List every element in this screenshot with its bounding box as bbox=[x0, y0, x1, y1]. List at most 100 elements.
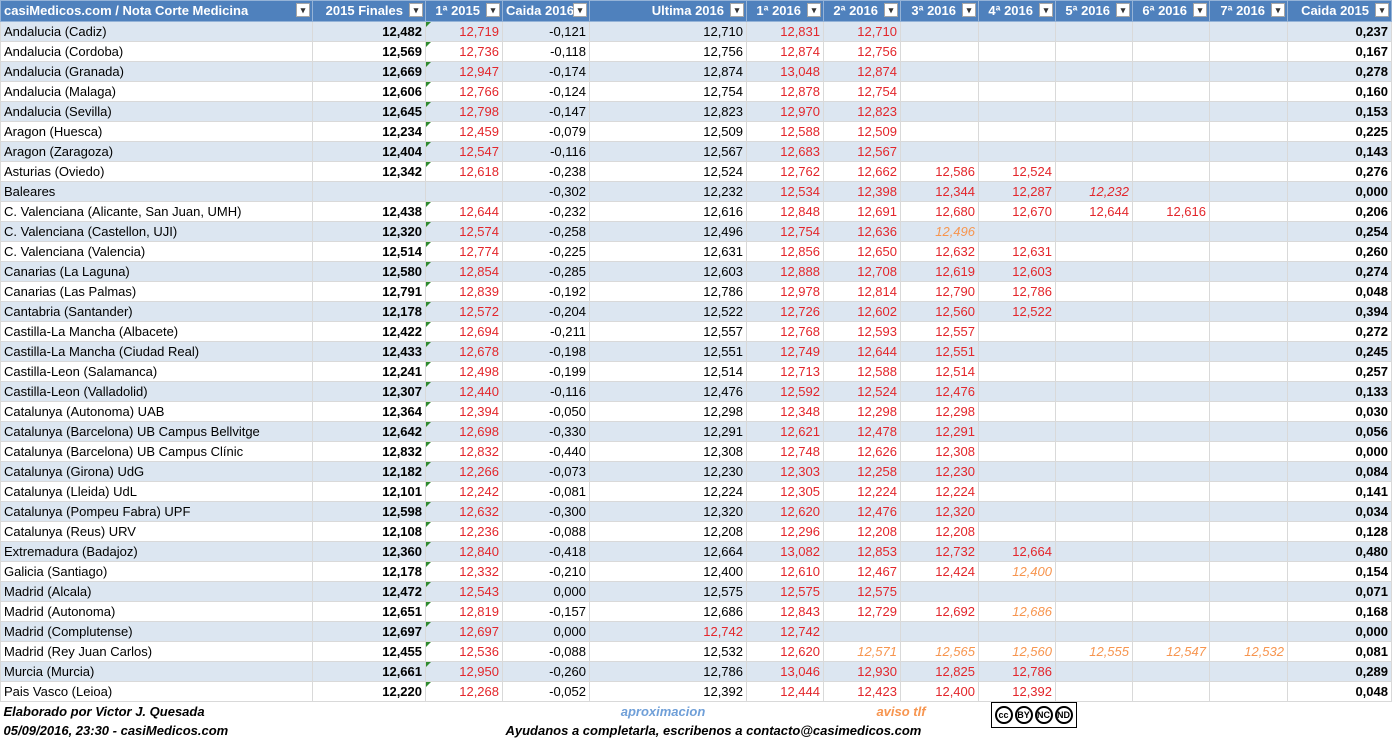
table-cell[interactable] bbox=[900, 81, 979, 102]
table-cell[interactable] bbox=[1209, 441, 1288, 462]
table-cell[interactable]: 0,056 bbox=[1287, 421, 1392, 442]
filter-dropdown-icon[interactable]: ▾ bbox=[1116, 3, 1130, 17]
table-cell[interactable]: 12,644 bbox=[1055, 201, 1133, 222]
table-cell[interactable]: 12,754 bbox=[589, 81, 747, 102]
table-cell[interactable] bbox=[1055, 301, 1133, 322]
table-cell[interactable] bbox=[1132, 601, 1210, 622]
table-cell[interactable] bbox=[1209, 541, 1288, 562]
table-cell[interactable] bbox=[1132, 441, 1210, 462]
filter-dropdown-icon[interactable]: ▾ bbox=[573, 3, 587, 17]
table-cell[interactable]: 12,732 bbox=[900, 541, 979, 562]
table-cell[interactable]: 12,496 bbox=[589, 221, 747, 242]
table-cell[interactable]: 12,786 bbox=[978, 661, 1056, 682]
table-cell[interactable]: 12,930 bbox=[823, 661, 901, 682]
table-cell[interactable]: 12,574 bbox=[425, 221, 503, 242]
table-cell[interactable]: 12,224 bbox=[589, 481, 747, 502]
table-cell[interactable]: 0,245 bbox=[1287, 341, 1392, 362]
table-cell[interactable]: 12,650 bbox=[823, 241, 901, 262]
row-label-cell[interactable]: Castilla-Leon (Salamanca) bbox=[0, 361, 313, 382]
table-cell[interactable] bbox=[1209, 321, 1288, 342]
table-cell[interactable]: -0,081 bbox=[502, 481, 590, 502]
column-header[interactable]: 2ª 2016 ▾ bbox=[823, 0, 901, 22]
table-cell[interactable]: 12,856 bbox=[746, 241, 824, 262]
table-cell[interactable] bbox=[978, 61, 1056, 82]
table-cell[interactable]: -0,300 bbox=[502, 501, 590, 522]
table-cell[interactable] bbox=[900, 21, 979, 42]
table-cell[interactable]: 12,631 bbox=[978, 241, 1056, 262]
table-cell[interactable] bbox=[1055, 161, 1133, 182]
table-cell[interactable] bbox=[1209, 301, 1288, 322]
table-cell[interactable] bbox=[978, 321, 1056, 342]
table-cell[interactable]: 12,606 bbox=[312, 81, 426, 102]
table-cell[interactable] bbox=[1055, 481, 1133, 502]
table-cell[interactable]: 0,000 bbox=[1287, 441, 1392, 462]
table-cell[interactable]: 12,592 bbox=[746, 381, 824, 402]
table-cell[interactable] bbox=[1209, 581, 1288, 602]
table-cell[interactable]: -0,116 bbox=[502, 141, 590, 162]
table-cell[interactable]: -0,157 bbox=[502, 601, 590, 622]
table-cell[interactable]: 12,536 bbox=[425, 641, 503, 662]
table-cell[interactable] bbox=[1209, 41, 1288, 62]
table-cell[interactable] bbox=[1132, 381, 1210, 402]
table-cell[interactable]: 12,287 bbox=[978, 181, 1056, 202]
table-cell[interactable]: 12,686 bbox=[589, 601, 747, 622]
table-cell[interactable] bbox=[1132, 241, 1210, 262]
table-cell[interactable]: 12,754 bbox=[823, 81, 901, 102]
table-cell[interactable] bbox=[900, 141, 979, 162]
table-cell[interactable]: 12,749 bbox=[746, 341, 824, 362]
table-cell[interactable] bbox=[1209, 481, 1288, 502]
table-cell[interactable]: 12,819 bbox=[425, 601, 503, 622]
table-cell[interactable]: 0,206 bbox=[1287, 201, 1392, 222]
row-label-cell[interactable]: C. Valenciana (Castellon, UJI) bbox=[0, 221, 313, 242]
table-cell[interactable]: 12,498 bbox=[425, 361, 503, 382]
table-cell[interactable] bbox=[1055, 421, 1133, 442]
table-cell[interactable]: 12,543 bbox=[425, 581, 503, 602]
table-cell[interactable]: 12,978 bbox=[746, 281, 824, 302]
table-cell[interactable]: 12,522 bbox=[589, 301, 747, 322]
table-cell[interactable]: 12,698 bbox=[425, 421, 503, 442]
table-cell[interactable]: -0,330 bbox=[502, 421, 590, 442]
row-label-cell[interactable]: Pais Vasco (Leioa) bbox=[0, 681, 313, 702]
table-cell[interactable]: 12,726 bbox=[746, 301, 824, 322]
table-cell[interactable]: 0,154 bbox=[1287, 561, 1392, 582]
table-cell[interactable]: 12,694 bbox=[425, 321, 503, 342]
row-label-cell[interactable]: Castilla-La Mancha (Albacete) bbox=[0, 321, 313, 342]
table-cell[interactable] bbox=[1055, 601, 1133, 622]
row-label-cell[interactable]: Madrid (Complutense) bbox=[0, 621, 313, 642]
row-label-cell[interactable]: Andalucia (Granada) bbox=[0, 61, 313, 82]
table-cell[interactable] bbox=[1209, 81, 1288, 102]
table-cell[interactable]: 12,697 bbox=[312, 621, 426, 642]
table-cell[interactable]: -0,192 bbox=[502, 281, 590, 302]
table-cell[interactable]: 12,839 bbox=[425, 281, 503, 302]
table-cell[interactable] bbox=[1209, 621, 1288, 642]
table-cell[interactable] bbox=[1055, 341, 1133, 362]
table-cell[interactable]: 12,438 bbox=[312, 201, 426, 222]
table-cell[interactable]: 12,266 bbox=[425, 461, 503, 482]
table-cell[interactable]: 12,320 bbox=[589, 501, 747, 522]
table-cell[interactable]: -0,088 bbox=[502, 521, 590, 542]
table-cell[interactable] bbox=[1132, 481, 1210, 502]
table-cell[interactable]: 12,404 bbox=[312, 141, 426, 162]
table-cell[interactable] bbox=[1132, 281, 1210, 302]
table-cell[interactable]: 12,874 bbox=[823, 61, 901, 82]
row-label-cell[interactable]: Catalunya (Barcelona) UB Campus Bellvitg… bbox=[0, 421, 313, 442]
table-cell[interactable] bbox=[978, 141, 1056, 162]
table-cell[interactable]: 12,756 bbox=[823, 41, 901, 62]
table-cell[interactable]: 12,560 bbox=[900, 301, 979, 322]
table-cell[interactable]: -0,285 bbox=[502, 261, 590, 282]
table-cell[interactable]: 12,230 bbox=[589, 461, 747, 482]
table-cell[interactable]: 12,392 bbox=[978, 681, 1056, 702]
table-cell[interactable] bbox=[1132, 141, 1210, 162]
table-cell[interactable]: 12,234 bbox=[312, 121, 426, 142]
table-cell[interactable] bbox=[1132, 461, 1210, 482]
table-cell[interactable]: 12,708 bbox=[823, 261, 901, 282]
row-label-cell[interactable]: Castilla-Leon (Valladolid) bbox=[0, 381, 313, 402]
table-cell[interactable]: 12,224 bbox=[900, 481, 979, 502]
table-cell[interactable] bbox=[978, 521, 1056, 542]
table-cell[interactable]: 12,598 bbox=[312, 501, 426, 522]
table-cell[interactable]: 12,680 bbox=[900, 201, 979, 222]
table-cell[interactable]: 12,524 bbox=[978, 161, 1056, 182]
column-header[interactable]: 7ª 2016 ▾ bbox=[1209, 0, 1288, 22]
table-cell[interactable]: 12,616 bbox=[1132, 201, 1210, 222]
table-cell[interactable]: 0,084 bbox=[1287, 461, 1392, 482]
